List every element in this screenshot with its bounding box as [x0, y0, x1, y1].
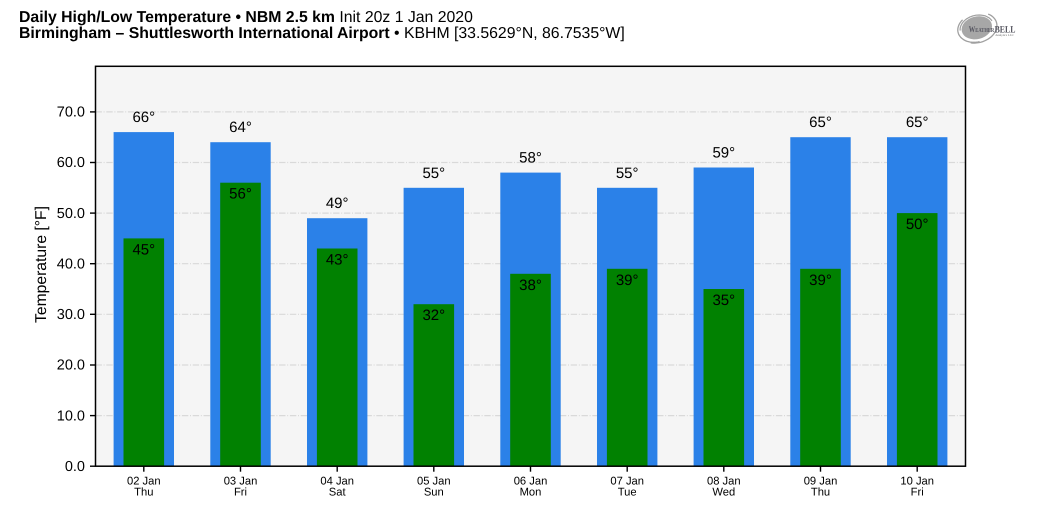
svg-text:35°: 35°: [712, 292, 735, 309]
svg-text:Thu: Thu: [134, 487, 153, 499]
svg-text:30.0: 30.0: [57, 307, 85, 323]
svg-text:10 Jan: 10 Jan: [900, 475, 934, 487]
svg-text:55°: 55°: [422, 165, 445, 182]
svg-text:59°: 59°: [712, 145, 735, 162]
svg-text:Temperature [°F]: Temperature [°F]: [33, 206, 50, 323]
svg-text:0.0: 0.0: [65, 459, 85, 475]
svg-text:20.0: 20.0: [57, 358, 85, 374]
svg-text:03 Jan: 03 Jan: [224, 475, 258, 487]
svg-text:58°: 58°: [519, 150, 542, 167]
svg-text:32°: 32°: [422, 307, 445, 324]
svg-text:Tue: Tue: [618, 487, 637, 499]
svg-text:55°: 55°: [616, 165, 639, 182]
svg-text:60.0: 60.0: [57, 155, 85, 171]
svg-text:Sat: Sat: [329, 487, 347, 499]
svg-text:39°: 39°: [616, 272, 639, 289]
svg-text:Fri: Fri: [911, 487, 924, 499]
svg-text:50.0: 50.0: [57, 206, 85, 222]
svg-text:06 Jan: 06 Jan: [514, 475, 548, 487]
svg-text:Fri: Fri: [234, 487, 247, 499]
svg-text:56°: 56°: [229, 186, 252, 203]
svg-text:04 Jan: 04 Jan: [320, 475, 354, 487]
svg-text:Wed: Wed: [712, 487, 735, 499]
svg-text:02 Jan: 02 Jan: [127, 475, 161, 487]
svg-text:WEATHER: WEATHER: [969, 24, 995, 34]
svg-text:39°: 39°: [809, 272, 832, 289]
svg-text:70.0: 70.0: [57, 105, 85, 121]
svg-text:38°: 38°: [519, 277, 542, 294]
svg-text:43°: 43°: [326, 252, 349, 269]
svg-text:Thu: Thu: [811, 487, 830, 499]
svg-text:08 Jan: 08 Jan: [707, 475, 741, 487]
svg-text:45°: 45°: [132, 241, 155, 258]
svg-text:40.0: 40.0: [57, 256, 85, 272]
svg-text:10.0: 10.0: [57, 408, 85, 424]
svg-text:BELL: BELL: [995, 24, 1016, 35]
svg-text:07 Jan: 07 Jan: [610, 475, 644, 487]
svg-text:09 Jan: 09 Jan: [804, 475, 838, 487]
svg-text:50°: 50°: [906, 216, 929, 233]
svg-text:Daily High/Low Temperature • N: Daily High/Low Temperature • NBM 2.5 km …: [19, 9, 473, 26]
svg-text:Mon: Mon: [520, 487, 542, 499]
svg-text:49°: 49°: [326, 195, 349, 212]
svg-text:64°: 64°: [229, 119, 252, 136]
svg-text:Sun: Sun: [424, 487, 444, 499]
svg-text:Analytics LLC: Analytics LLC: [995, 33, 1013, 37]
svg-text:65°: 65°: [906, 114, 929, 131]
svg-text:05 Jan: 05 Jan: [417, 475, 451, 487]
svg-text:66°: 66°: [132, 109, 155, 126]
svg-text:65°: 65°: [809, 114, 832, 131]
svg-text:Birmingham – Shuttlesworth Int: Birmingham – Shuttlesworth International…: [19, 25, 625, 42]
